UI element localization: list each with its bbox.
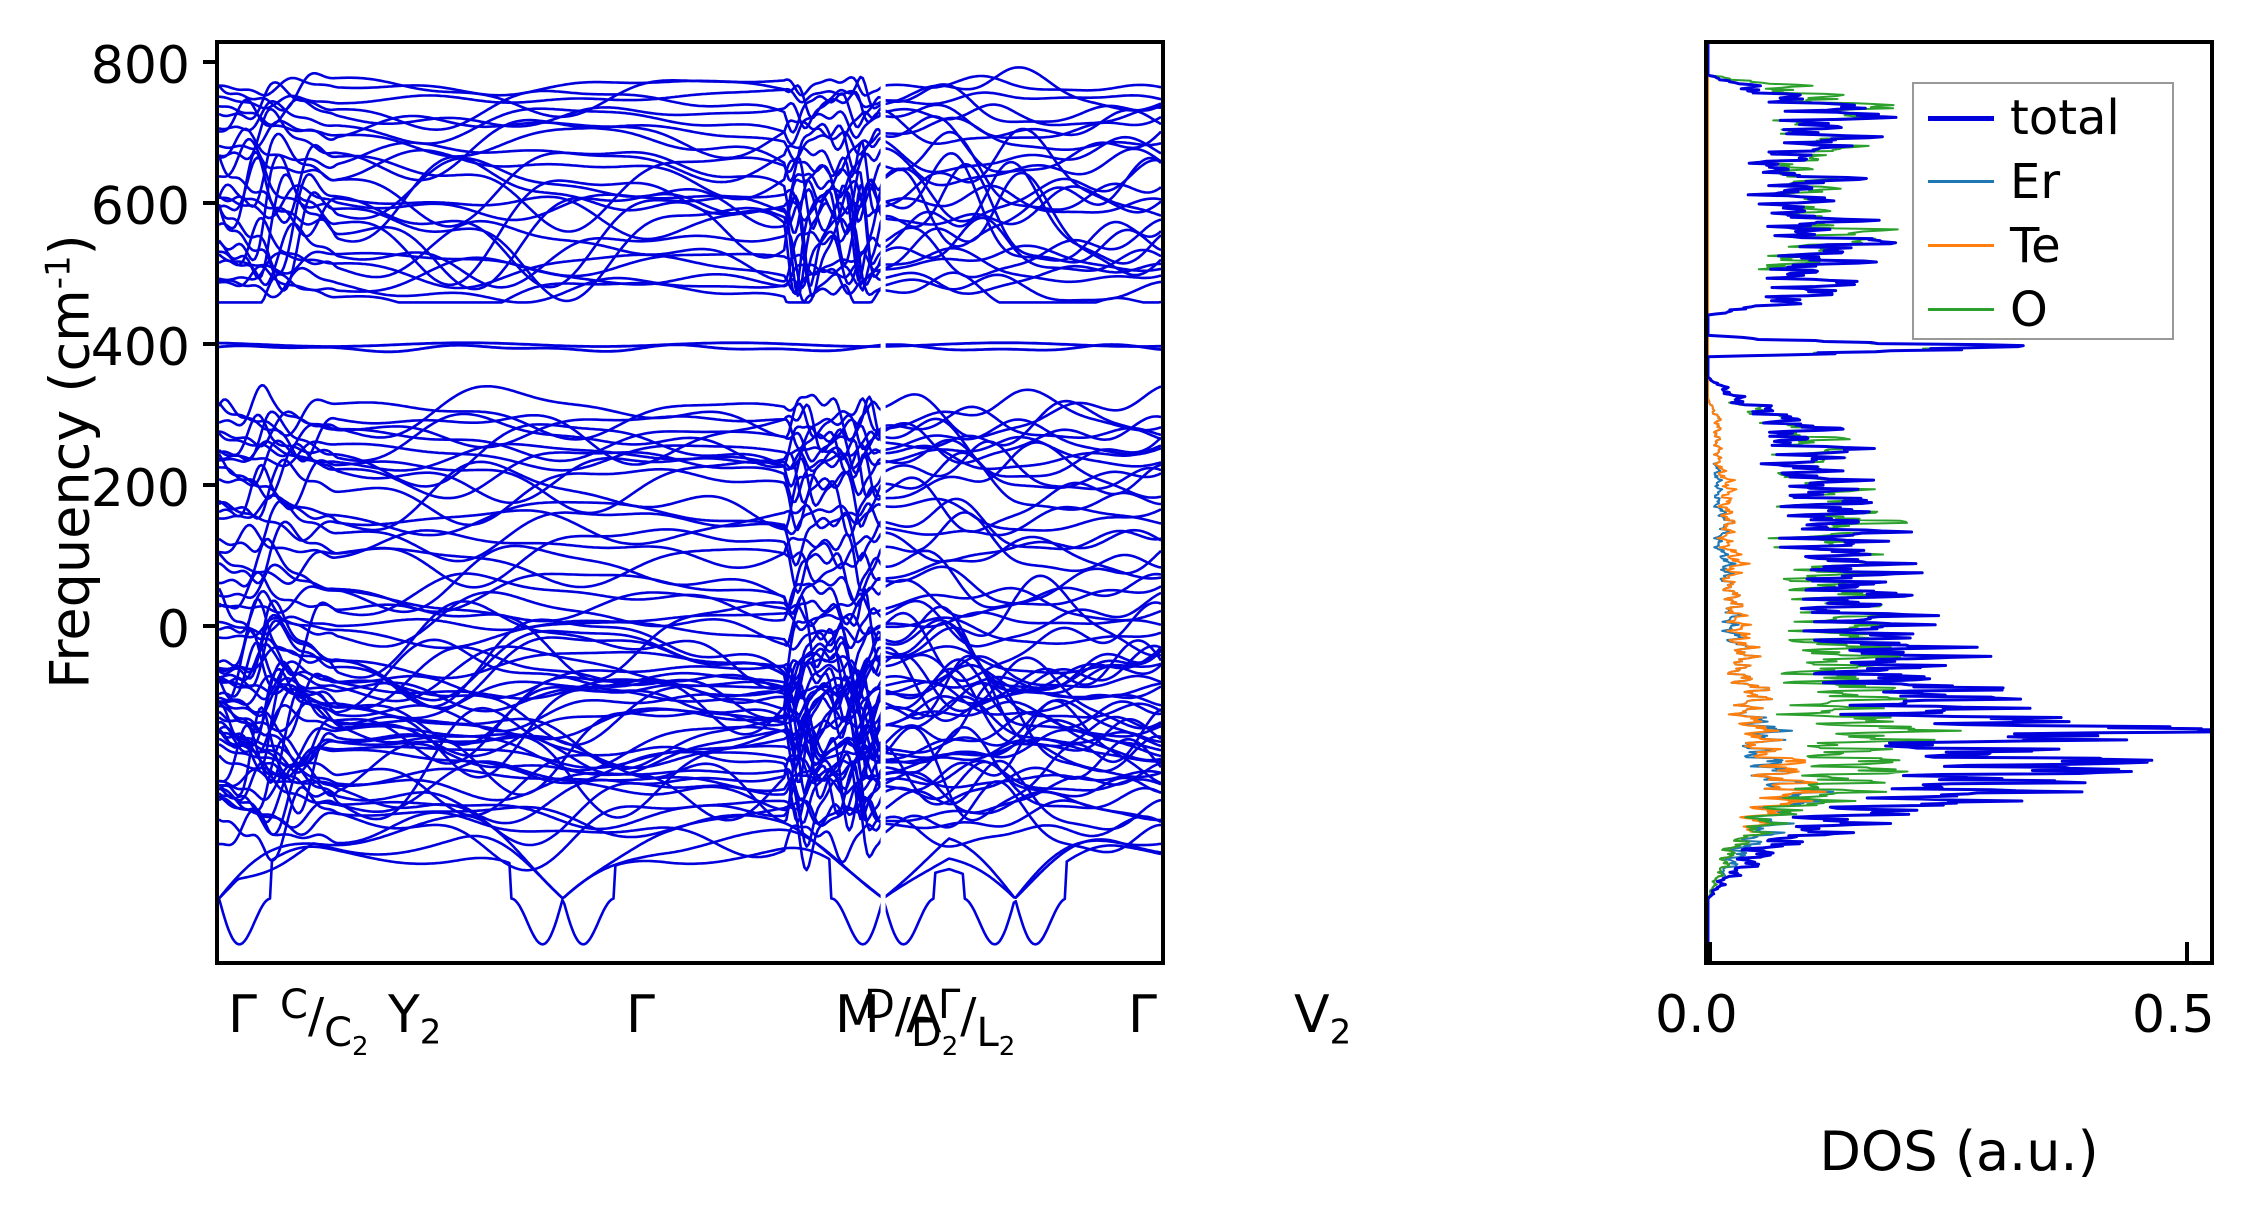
x-tick-label-gamma-3: Γ: [1128, 985, 1157, 1045]
y-tick-label-0: 0: [156, 600, 190, 660]
x-tick-label-a: A: [906, 985, 942, 1045]
y-tick-mark-800: [203, 60, 219, 64]
legend-entry-er[interactable]: Er: [1914, 150, 2172, 214]
phonon-band-structure: [219, 44, 1161, 961]
dos-x-tick-mark-05: [2185, 942, 2189, 962]
y-tick-label-400: 400: [90, 318, 190, 378]
band-structure-canvas: [219, 44, 1161, 961]
phonon-dos: [1708, 44, 2210, 961]
legend-label-total: total: [2010, 90, 2120, 146]
legend-entry-te[interactable]: Te: [1914, 214, 2172, 278]
y-tick-label-800: 800: [90, 36, 190, 96]
y-tick-label-200: 200: [90, 459, 190, 519]
x-tick-label-c-over-c2: C/C2: [280, 982, 369, 1062]
x-tick-label-d-over-d2: D/D2: [864, 982, 959, 1062]
legend-swatch-o: [1928, 308, 1994, 311]
dos-x-tick-label-05: 0.5: [2132, 985, 2215, 1045]
dos-legend: total Er Te O: [1912, 82, 2174, 340]
legend-label-te: Te: [2010, 218, 2061, 274]
x-tick-label-m: M: [835, 985, 880, 1045]
y-axis-label-exponent: -1: [38, 255, 79, 290]
dos-canvas: [1708, 44, 2210, 961]
y-axis-label-suffix: ): [38, 234, 102, 256]
dos-x-tick-mark-0: [1708, 942, 1712, 962]
y-tick-mark-200: [203, 483, 219, 487]
legend-swatch-te: [1928, 244, 1994, 247]
legend-label-er: Er: [2010, 154, 2061, 210]
x-tick-label-y2: Y2: [388, 985, 442, 1053]
legend-entry-total[interactable]: total: [1914, 86, 2172, 150]
x-tick-label-v2: V2: [1294, 985, 1352, 1053]
legend-swatch-er: [1928, 180, 1994, 183]
y-tick-mark-0: [203, 624, 219, 628]
x-tick-label-gamma-1: Γ: [228, 985, 257, 1045]
y-tick-mark-400: [203, 342, 219, 346]
dos-axis-label: DOS (a.u.): [1819, 1120, 2099, 1183]
legend-label-o: O: [2010, 282, 2048, 338]
dos-x-tick-label-0: 0.0: [1655, 985, 1738, 1045]
legend-swatch-total: [1928, 116, 1994, 121]
x-tick-label-gamma-2: Γ: [626, 985, 655, 1045]
y-tick-label-600: 600: [90, 177, 190, 237]
x-tick-label-gamma-over-l2: Γ/L2: [938, 982, 1016, 1062]
legend-entry-o[interactable]: O: [1914, 278, 2172, 342]
y-tick-mark-600: [203, 201, 219, 205]
